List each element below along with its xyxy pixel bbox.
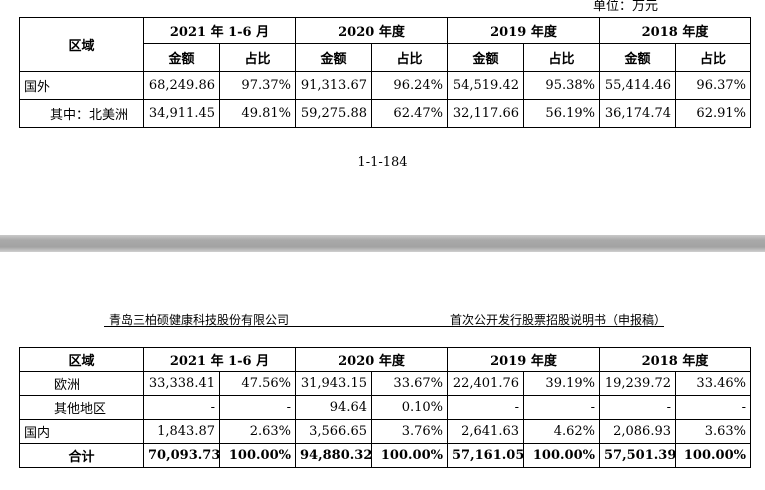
row-label: 国内 xyxy=(19,419,144,444)
period-header: 2020 年度 xyxy=(295,347,448,372)
company-name: 青岛三柏硕健康科技股份有限公司 xyxy=(109,313,290,327)
ratio-cell: 62.47% xyxy=(371,99,448,128)
total-row: 合计 70,093.73 100.00% 94,880.32 100.00% 5… xyxy=(19,443,751,468)
amount-cell: 94,880.32 xyxy=(295,443,372,468)
ratio-cell: 56.19% xyxy=(523,99,600,128)
ratio-cell: 100.00% xyxy=(371,443,448,468)
ratio-cell: 100.00% xyxy=(675,443,751,468)
ratio-cell: 39.19% xyxy=(523,371,600,396)
table-header-row: 区域 2021 年 1-6 月 2020 年度 2019 年度 2018 年度 xyxy=(19,347,751,372)
ratio-cell: 3.76% xyxy=(371,419,448,444)
period-header: 2018 年度 xyxy=(599,17,751,44)
period-header: 2019 年度 xyxy=(447,17,600,44)
amount-cell: 91,313.67 xyxy=(295,71,372,100)
row-label: 欧洲 xyxy=(19,371,144,396)
amount-cell: 36,174.74 xyxy=(599,99,676,128)
revenue-by-region-table-top: 区域 2021 年 1-6 月 2020 年度 2019 年度 2018 年度 … xyxy=(19,17,751,128)
amount-cell: - xyxy=(143,395,220,420)
period-header: 2018 年度 xyxy=(599,347,751,372)
amount-cell: 2,086.93 xyxy=(599,419,676,444)
period-header: 2021 年 1-6 月 xyxy=(143,347,296,372)
amount-cell: - xyxy=(599,395,676,420)
row-label: 其他地区 xyxy=(19,395,144,420)
period-header: 2020 年度 xyxy=(295,17,448,44)
period-header: 2019 年度 xyxy=(447,347,600,372)
ratio-cell: 4.62% xyxy=(523,419,600,444)
table-row: 国外 68,249.86 97.37% 91,313.67 96.24% 54,… xyxy=(19,71,751,100)
ratio-header: 占比 xyxy=(675,43,751,72)
amount-cell: 19,239.72 xyxy=(599,371,676,396)
amount-cell: 55,414.46 xyxy=(599,71,676,100)
amount-cell: 57,161.05 xyxy=(447,443,524,468)
ratio-cell: - xyxy=(523,395,600,420)
ratio-cell: 47.56% xyxy=(219,371,296,396)
amount-cell: 59,275.88 xyxy=(295,99,372,128)
amount-header: 金额 xyxy=(599,43,676,72)
page-separator xyxy=(0,235,765,252)
amount-cell: 34,911.45 xyxy=(143,99,220,128)
table-row: 欧洲 33,338.41 47.56% 31,943.15 33.67% 22,… xyxy=(19,371,751,396)
ratio-cell: 33.46% xyxy=(675,371,751,396)
ratio-header: 占比 xyxy=(371,43,448,72)
ratio-cell: 2.63% xyxy=(219,419,296,444)
amount-cell: 31,943.15 xyxy=(295,371,372,396)
page-number: 1-1-184 xyxy=(357,155,408,170)
ratio-header: 占比 xyxy=(523,43,600,72)
amount-cell: 57,501.39 xyxy=(599,443,676,468)
ratio-cell: 62.91% xyxy=(675,99,751,128)
table-row: 其他地区 - - 94.64 0.10% - - - - xyxy=(19,395,751,420)
amount-header: 金额 xyxy=(295,43,372,72)
ratio-cell: 96.24% xyxy=(371,71,448,100)
row-label: 其中：北美洲 xyxy=(19,99,144,128)
ratio-cell: 96.37% xyxy=(675,71,751,100)
ratio-cell: - xyxy=(675,395,751,420)
amount-cell: 54,519.42 xyxy=(447,71,524,100)
row-label: 合计 xyxy=(19,443,144,468)
table-row: 其中：北美洲 34,911.45 49.81% 59,275.88 62.47%… xyxy=(19,99,751,128)
ratio-cell: 3.63% xyxy=(675,419,751,444)
ratio-cell: 0.10% xyxy=(371,395,448,420)
ratio-cell: - xyxy=(219,395,296,420)
table-header-row: 区域 2021 年 1-6 月 2020 年度 2019 年度 2018 年度 xyxy=(19,17,751,72)
header-rule xyxy=(104,326,664,327)
period-header: 2021 年 1-6 月 xyxy=(143,17,296,44)
ratio-header: 占比 xyxy=(219,43,296,72)
revenue-by-region-table-bottom: 区域 2021 年 1-6 月 2020 年度 2019 年度 2018 年度 … xyxy=(19,347,751,468)
table-subheader-row: 金额 占比 金额 占比 金额 占比 金额 占比 xyxy=(20,43,751,72)
amount-cell: 32,117.66 xyxy=(447,99,524,128)
region-header: 区域 xyxy=(19,17,144,72)
ratio-cell: 33.67% xyxy=(371,371,448,396)
amount-header: 金额 xyxy=(447,43,524,72)
ratio-cell: 95.38% xyxy=(523,71,600,100)
amount-cell: 70,093.73 xyxy=(143,443,220,468)
row-label: 国外 xyxy=(19,71,144,100)
amount-cell: 33,338.41 xyxy=(143,371,220,396)
amount-cell: 3,566.65 xyxy=(295,419,372,444)
table-row: 国内 1,843.87 2.63% 3,566.65 3.76% 2,641.6… xyxy=(19,419,751,444)
amount-header: 金额 xyxy=(143,43,220,72)
ratio-cell: 100.00% xyxy=(219,443,296,468)
unit-label: 单位：万元 xyxy=(593,0,659,14)
amount-cell: 68,249.86 xyxy=(143,71,220,100)
amount-cell: 22,401.76 xyxy=(447,371,524,396)
region-header: 区域 xyxy=(19,347,144,372)
document-title: 首次公开发行股票招股说明书（申报稿） xyxy=(450,313,667,327)
ratio-cell: 100.00% xyxy=(523,443,600,468)
ratio-cell: 97.37% xyxy=(219,71,296,100)
amount-cell: 1,843.87 xyxy=(143,419,220,444)
amount-cell: - xyxy=(447,395,524,420)
amount-cell: 2,641.63 xyxy=(447,419,524,444)
ratio-cell: 49.81% xyxy=(219,99,296,128)
amount-cell: 94.64 xyxy=(295,395,372,420)
